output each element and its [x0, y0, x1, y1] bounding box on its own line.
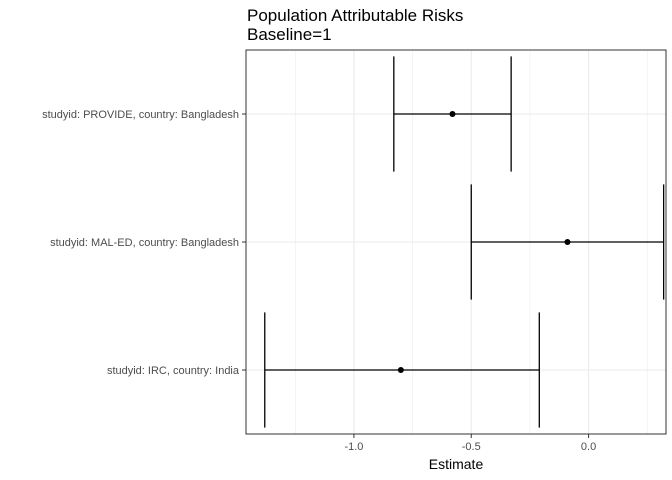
y-category-label: studyid: PROVIDE, country: Bangladesh	[42, 109, 239, 121]
estimate-point	[449, 111, 456, 117]
y-axis: studyid: PROVIDE, country: Bangladesh stu…	[42, 109, 246, 377]
y-category-label: studyid: MAL-ED, country: Bangladesh	[50, 237, 239, 249]
data-points	[397, 111, 571, 373]
estimate-point	[397, 367, 404, 373]
x-tick-label: -0.5	[462, 441, 481, 453]
y-category-label: studyid: IRC, country: India	[107, 365, 240, 377]
x-tick-label: -1.0	[344, 441, 363, 453]
x-axis: -1.0 -0.5 0.0	[344, 434, 596, 453]
chart-title: Population Attributable Risks	[247, 6, 463, 25]
x-axis-title: Estimate	[429, 456, 484, 472]
estimate-point	[564, 239, 571, 245]
chart-subtitle: Baseline=1	[247, 25, 332, 44]
x-tick-label: 0.0	[581, 441, 596, 453]
